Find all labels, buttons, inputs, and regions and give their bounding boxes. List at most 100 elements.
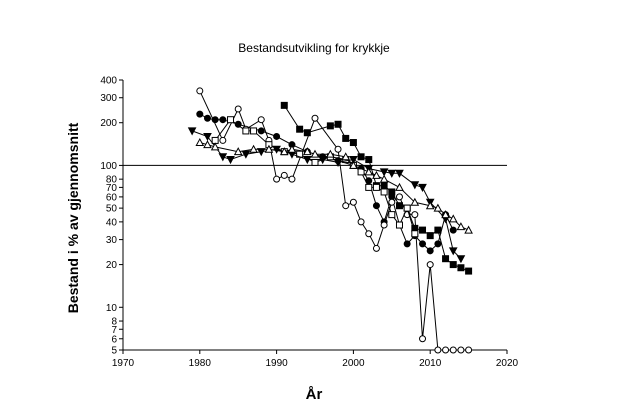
data-point — [434, 226, 442, 234]
x-tick-label: 2010 — [419, 358, 442, 369]
y-tick-label: 80 — [106, 175, 118, 186]
series-layer — [187, 87, 473, 354]
x-axis-label: År — [306, 386, 323, 403]
data-point — [380, 182, 388, 190]
x-tick-label: 1980 — [189, 358, 212, 369]
data-point — [242, 127, 250, 135]
x-tick-label: 1990 — [265, 358, 288, 369]
data-point — [187, 127, 197, 136]
data-point — [342, 134, 350, 142]
data-point — [226, 156, 235, 165]
data-point — [419, 240, 427, 248]
data-point — [365, 230, 373, 238]
data-point — [349, 156, 358, 165]
data-point — [342, 202, 350, 210]
series-line — [199, 90, 469, 351]
series-6 — [195, 137, 473, 234]
data-point — [196, 87, 204, 95]
data-point — [364, 167, 374, 176]
data-point — [465, 346, 473, 354]
series-line — [283, 105, 469, 272]
data-point — [349, 160, 358, 169]
data-point — [410, 181, 420, 190]
data-point — [433, 203, 443, 212]
data-point — [465, 267, 473, 275]
y-tick-label: 50 — [106, 204, 118, 215]
series-line — [199, 142, 469, 231]
data-point — [296, 125, 304, 133]
y-tick-label: 30 — [106, 235, 118, 246]
data-point — [357, 153, 365, 161]
data-point — [372, 244, 380, 252]
data-point — [448, 247, 458, 256]
data-point — [257, 127, 265, 135]
data-point — [449, 226, 457, 234]
data-point — [380, 221, 388, 229]
data-point — [380, 188, 388, 196]
data-point — [280, 171, 288, 179]
data-point — [341, 152, 351, 161]
data-point — [395, 202, 403, 210]
data-point — [379, 168, 389, 177]
series-line — [191, 130, 462, 260]
data-point — [403, 204, 411, 212]
data-point — [410, 197, 420, 206]
data-point — [411, 211, 419, 219]
data-point — [449, 261, 457, 269]
data-point — [273, 175, 281, 183]
y-tick-label: 100 — [100, 161, 117, 172]
data-point — [227, 116, 235, 124]
series-4 — [211, 116, 419, 238]
y-tick-label: 5 — [111, 346, 117, 357]
x-tick-label: 1970 — [112, 358, 135, 369]
series-3 — [280, 101, 473, 275]
data-point — [419, 335, 427, 343]
x-tick-label: 2020 — [496, 358, 519, 369]
data-point — [441, 210, 450, 219]
data-point — [419, 226, 427, 234]
data-point — [256, 148, 266, 157]
data-point — [288, 175, 296, 183]
data-point — [372, 183, 380, 191]
data-point — [403, 240, 411, 248]
data-point — [349, 139, 357, 147]
data-point — [456, 255, 466, 264]
data-point — [418, 183, 427, 192]
data-point — [425, 201, 435, 210]
data-point — [326, 122, 334, 130]
data-point — [387, 169, 397, 178]
y-tick-label: 10 — [106, 303, 118, 314]
data-point — [426, 261, 434, 269]
data-point — [434, 346, 442, 354]
data-point — [279, 147, 289, 156]
x-tick-label: 2000 — [342, 358, 365, 369]
data-point — [210, 142, 220, 151]
y-tick-label: 6 — [111, 334, 117, 345]
data-point — [349, 198, 357, 206]
y-tick-label: 7 — [111, 325, 117, 336]
data-point — [280, 101, 288, 109]
data-point — [241, 150, 251, 159]
data-point — [442, 346, 450, 354]
data-point — [250, 127, 258, 135]
y-tick-label: 300 — [100, 93, 117, 104]
data-point — [426, 247, 434, 255]
data-point — [411, 230, 419, 238]
data-point — [333, 158, 343, 167]
data-point — [219, 116, 227, 124]
chart-title: Bestandsutvikling for krykkje — [238, 41, 390, 55]
data-point — [203, 114, 211, 122]
data-point — [448, 214, 458, 223]
data-point — [388, 211, 396, 219]
data-point — [334, 120, 342, 128]
series-5 — [187, 127, 466, 264]
data-point — [195, 137, 205, 147]
data-point — [203, 140, 212, 149]
data-point — [357, 218, 365, 226]
data-point — [326, 149, 335, 158]
data-point — [365, 183, 373, 191]
data-point — [311, 158, 319, 166]
data-point — [457, 264, 465, 272]
